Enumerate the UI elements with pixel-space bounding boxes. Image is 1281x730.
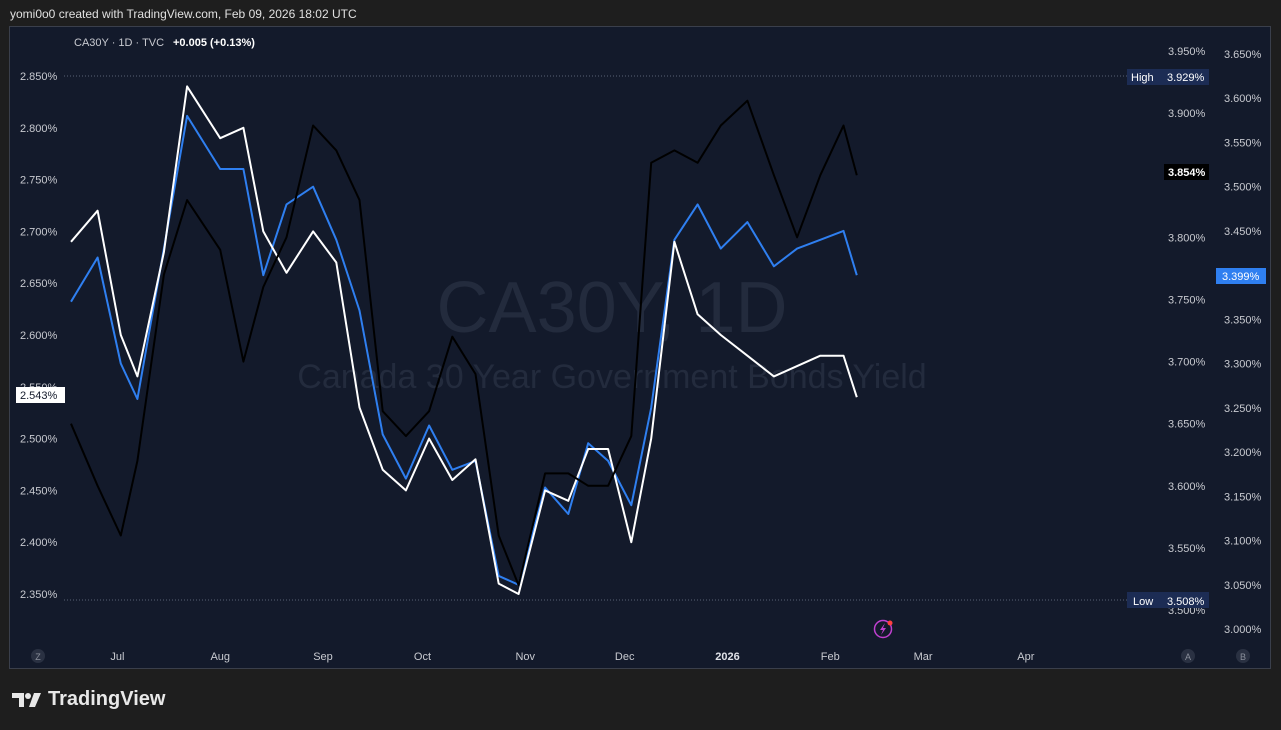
tradingview-logo-text: TradingView: [48, 688, 166, 710]
blue-last-value: 3.399%: [1222, 271, 1260, 283]
right-axis-tick: 3.450%: [1224, 226, 1262, 238]
right-axis-tick: 3.050%: [1224, 580, 1262, 592]
x-axis-tick: Nov: [515, 651, 535, 663]
a-button-label: A: [1185, 652, 1191, 662]
chart-frame[interactable]: [9, 26, 1271, 669]
high-label: High: [1131, 72, 1154, 84]
right-axis-tick: 3.650%: [1224, 49, 1262, 61]
chart-caption: yomi0o0 created with TradingView.com, Fe…: [10, 7, 357, 21]
left-axis-tick: 2.350%: [20, 589, 58, 601]
legend-symbol: CA30Y · 1D · TVC: [74, 37, 164, 49]
right-axis-tick: 3.150%: [1224, 491, 1262, 503]
right-axis-tick: 3.550%: [1224, 137, 1262, 149]
right-axis-tick: 3.000%: [1224, 624, 1262, 636]
left-axis-tick: 2.600%: [20, 330, 58, 342]
x-axis-tick: Jul: [110, 651, 124, 663]
right-axis-tick: 3.500%: [1224, 182, 1262, 194]
a-button[interactable]: [1181, 649, 1195, 663]
black-last-value: 3.854%: [1168, 167, 1206, 179]
low-value: 3.508%: [1167, 596, 1205, 608]
middle-axis-tick: 3.950%: [1168, 46, 1206, 58]
right-axis-tick: 3.350%: [1224, 314, 1262, 326]
series-line-middle: [70, 99, 858, 587]
left-axis-tick: 2.800%: [20, 123, 58, 135]
left-axis-tick: 2.400%: [20, 537, 58, 549]
right-axis-tick: 3.600%: [1224, 93, 1262, 105]
axis-layer: 2.850%2.800%2.750%2.700%2.650%2.600%2.55…: [20, 46, 1262, 663]
x-axis-tick: Oct: [414, 651, 431, 663]
x-axis-tick: Dec: [615, 651, 635, 663]
white-last-badge: [16, 387, 65, 403]
b-button[interactable]: [1236, 649, 1250, 663]
right-axis-tick: 3.100%: [1224, 536, 1262, 548]
high-badge: [1127, 69, 1209, 85]
right-axis-tick: 3.300%: [1224, 359, 1262, 371]
x-axis-tick: Mar: [914, 651, 933, 663]
left-axis-tick: 2.450%: [20, 485, 58, 497]
middle-axis-tick: 3.550%: [1168, 543, 1206, 555]
lightning-icon[interactable]: [873, 619, 893, 639]
b-button-label: B: [1240, 652, 1246, 662]
series-layer: [70, 85, 858, 595]
middle-axis-tick: 3.600%: [1168, 481, 1206, 493]
high-value: 3.929%: [1167, 72, 1205, 84]
series-line-left: [70, 85, 858, 595]
blue-last-badge: [1216, 268, 1266, 284]
middle-axis-tick: 3.900%: [1168, 108, 1206, 120]
z-button[interactable]: [31, 649, 45, 663]
x-axis-tick: Feb: [821, 651, 840, 663]
left-axis-tick: 2.500%: [20, 434, 58, 446]
x-axis-tick: Sep: [313, 651, 333, 663]
watermark-subtitle: Canada 30 Year Government Bonds Yield: [297, 358, 926, 396]
x-axis-tick: Apr: [1017, 651, 1034, 663]
white-last-value: 2.543%: [20, 390, 58, 402]
z-button-label: Z: [35, 652, 41, 662]
middle-axis-tick: 3.750%: [1168, 294, 1206, 306]
middle-axis-tick: 3.700%: [1168, 357, 1206, 369]
tradingview-logo[interactable]: TradingView: [12, 688, 165, 711]
x-axis-tick: Aug: [210, 651, 230, 663]
low-badge: [1127, 592, 1209, 608]
left-axis-tick: 2.850%: [20, 71, 58, 83]
right-axis-tick: 3.250%: [1224, 403, 1262, 415]
legend-change: +0.005 (+0.13%): [173, 37, 255, 49]
tradingview-logo-icon: [12, 692, 41, 707]
left-axis-tick: 2.700%: [20, 226, 58, 238]
black-last-badge: [1164, 164, 1209, 180]
low-label: Low: [1133, 596, 1153, 608]
middle-axis-tick: 3.650%: [1168, 419, 1206, 431]
x-axis-tick: 2026: [715, 651, 739, 663]
right-axis-tick: 3.200%: [1224, 447, 1262, 459]
left-axis-tick: 2.750%: [20, 175, 58, 187]
left-axis-tick: 2.650%: [20, 278, 58, 290]
watermark-title: CA30Y, 1D: [437, 268, 788, 348]
middle-axis-tick: 3.800%: [1168, 232, 1206, 244]
